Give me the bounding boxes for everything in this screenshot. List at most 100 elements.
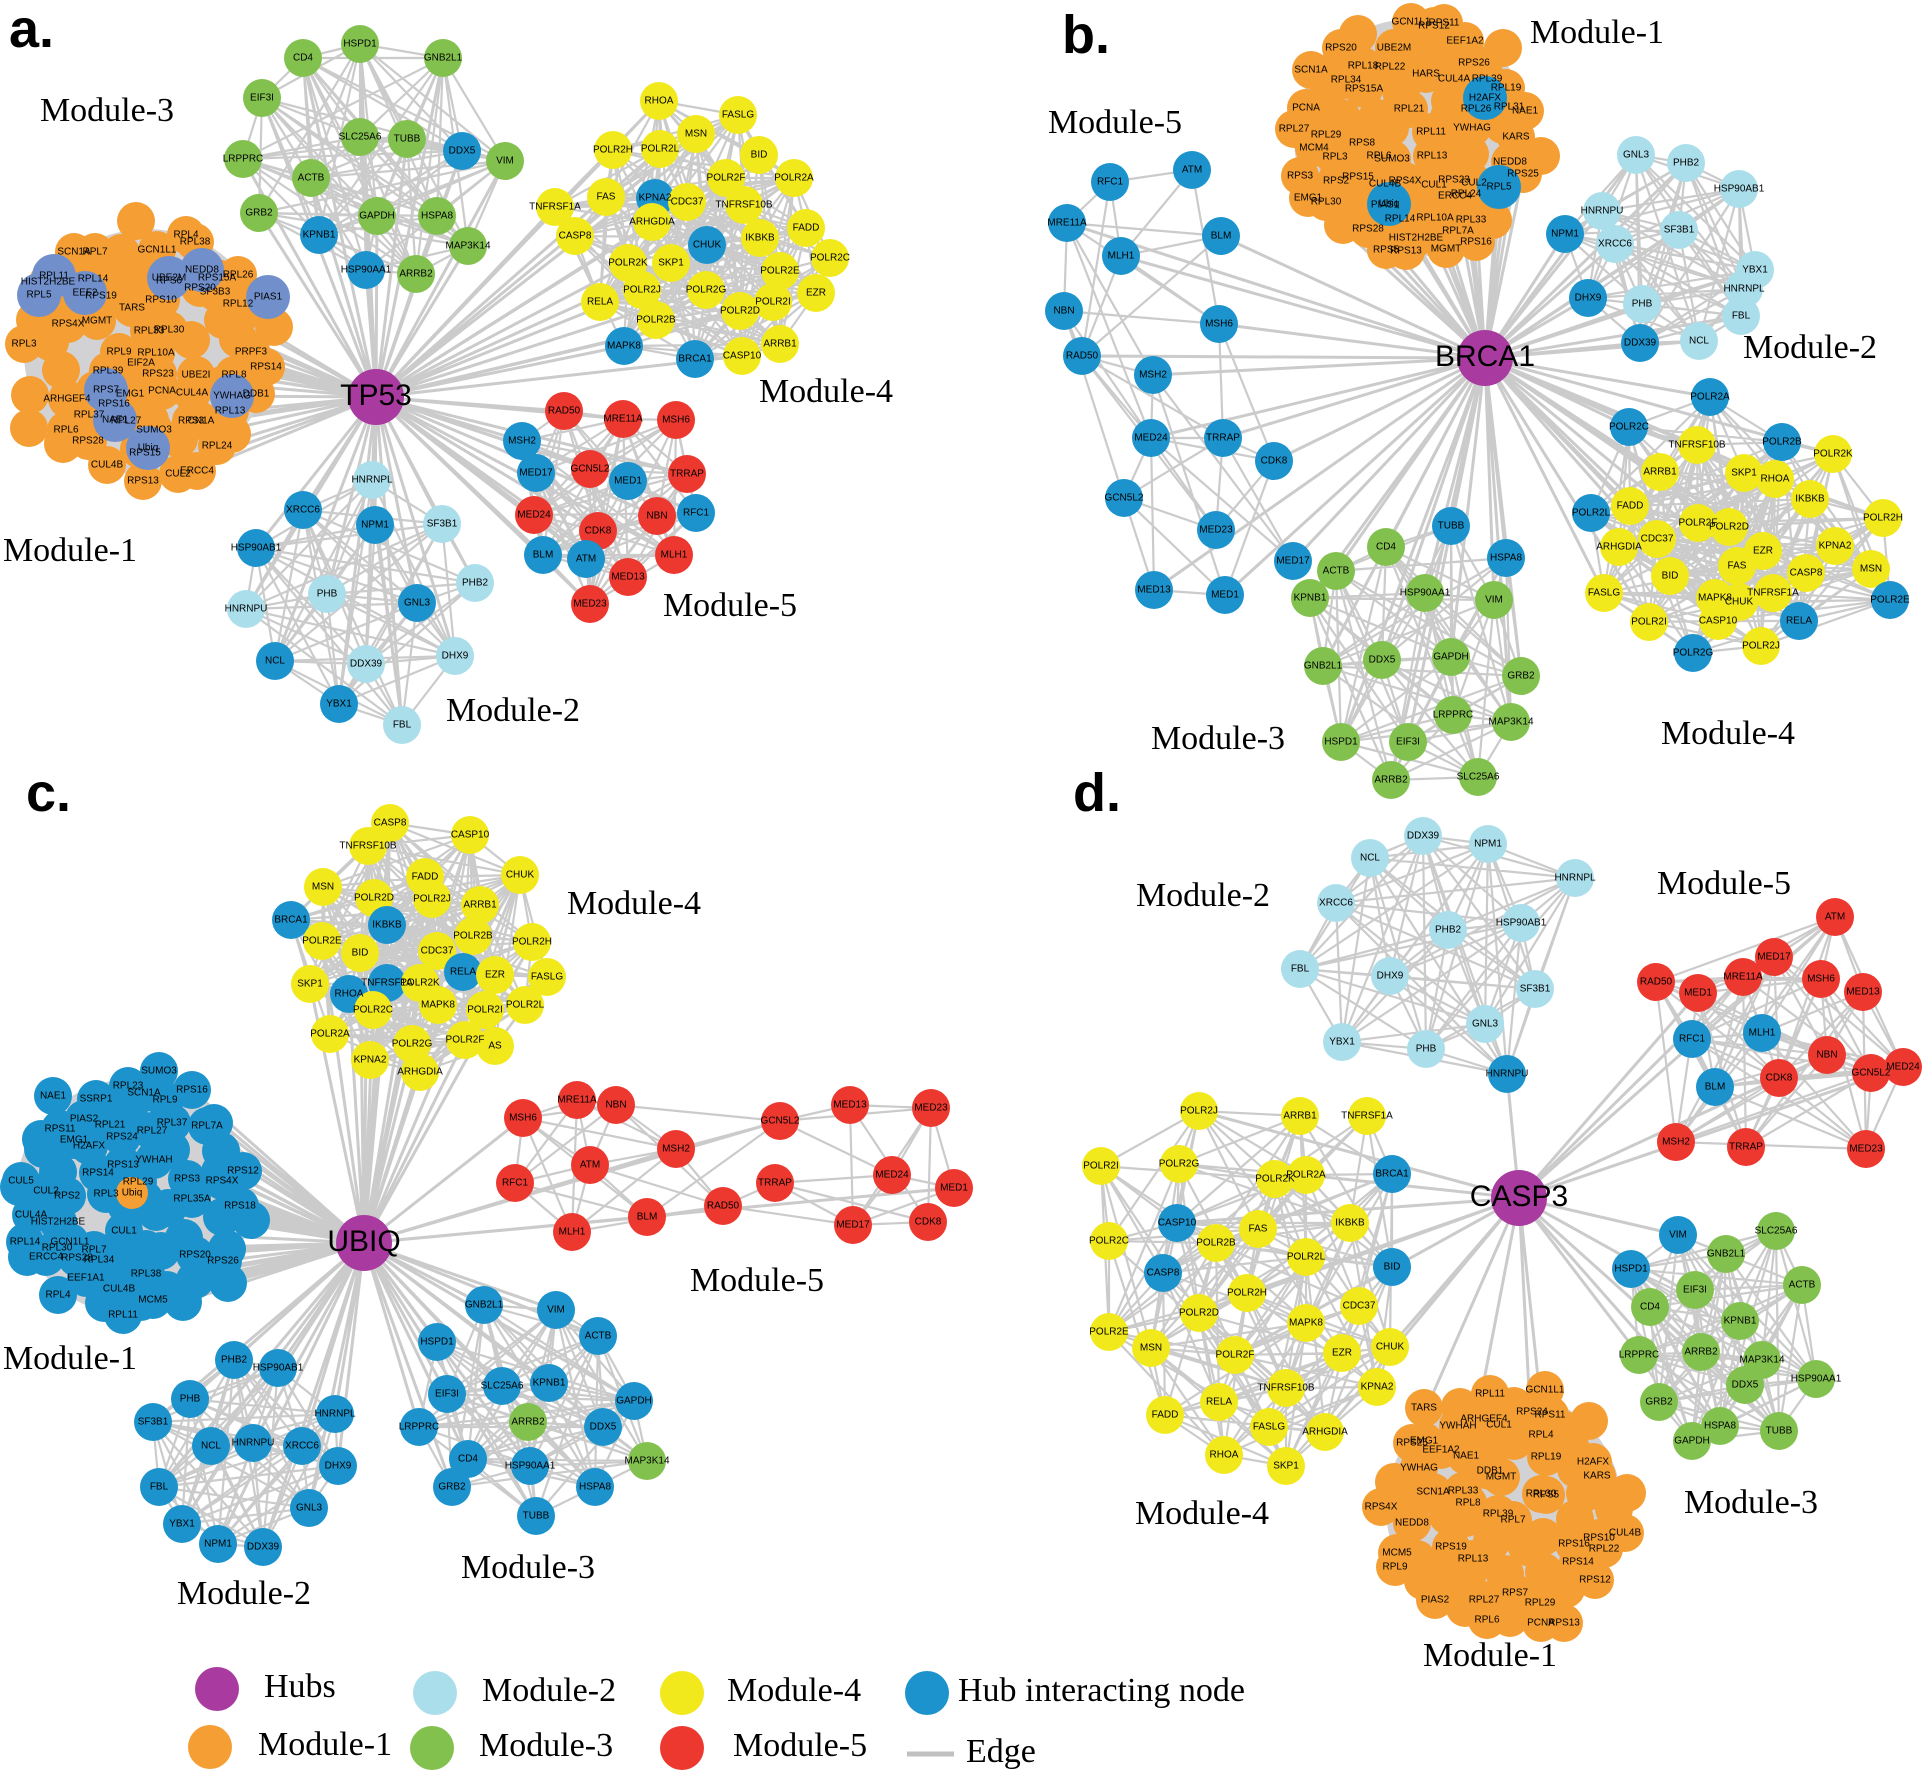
svg-text:GCN1L1: GCN1L1 <box>1526 1385 1565 1396</box>
svg-text:CASP8: CASP8 <box>374 818 407 829</box>
svg-text:ARRB2: ARRB2 <box>399 269 433 280</box>
svg-text:POLR2L: POLR2L <box>641 144 680 155</box>
svg-text:RPL8: RPL8 <box>221 370 246 381</box>
svg-text:Module-3: Module-3 <box>40 92 174 129</box>
svg-text:TUBB: TUBB <box>1438 521 1465 532</box>
svg-text:Module-2: Module-2 <box>1743 329 1877 366</box>
svg-text:BID: BID <box>1662 571 1679 582</box>
svg-text:SKP1: SKP1 <box>1273 1461 1299 1472</box>
svg-text:HNRNPU: HNRNPU <box>1581 206 1624 217</box>
svg-text:CUL4A: CUL4A <box>15 1210 48 1221</box>
svg-text:RPL13: RPL13 <box>215 406 246 417</box>
svg-text:Hubs: Hubs <box>264 1668 336 1705</box>
svg-text:HSP90AB1: HSP90AB1 <box>231 543 282 554</box>
svg-text:RPS7: RPS7 <box>93 385 120 396</box>
svg-text:EZR: EZR <box>1332 1348 1352 1359</box>
svg-text:ARRB2: ARRB2 <box>1684 1347 1718 1358</box>
svg-text:RPS16: RPS16 <box>1460 237 1492 248</box>
svg-text:RPS24: RPS24 <box>106 1132 138 1143</box>
svg-text:Module-2: Module-2 <box>446 692 580 729</box>
svg-text:EZR: EZR <box>1753 546 1773 557</box>
svg-text:RPL27: RPL27 <box>137 1126 168 1137</box>
svg-text:SKP1: SKP1 <box>297 979 323 990</box>
svg-text:LRPPRC: LRPPRC <box>1619 1350 1660 1361</box>
svg-text:H2AFX: H2AFX <box>1469 93 1502 104</box>
svg-text:SF3B1: SF3B1 <box>138 1417 169 1428</box>
svg-text:POLR2J: POLR2J <box>1180 1106 1218 1117</box>
svg-text:RPS23: RPS23 <box>142 369 174 380</box>
svg-text:XRCC6: XRCC6 <box>1319 898 1353 909</box>
svg-text:CASP10: CASP10 <box>1699 616 1738 627</box>
svg-text:IKBKB: IKBKB <box>1795 494 1825 505</box>
svg-text:GNB2L1: GNB2L1 <box>1707 1249 1746 1260</box>
svg-text:BRCA1: BRCA1 <box>1375 1169 1409 1180</box>
svg-text:RPS14: RPS14 <box>1562 1557 1594 1568</box>
svg-text:POLR2J: POLR2J <box>413 894 451 905</box>
svg-text:HSPA8: HSPA8 <box>421 211 453 222</box>
svg-text:DHX9: DHX9 <box>325 1461 352 1472</box>
svg-text:RPS10: RPS10 <box>145 295 177 306</box>
svg-text:Module-3: Module-3 <box>1151 720 1285 757</box>
svg-text:DDX5: DDX5 <box>1732 1380 1759 1391</box>
svg-text:YBX1: YBX1 <box>169 1519 195 1530</box>
svg-text:ERCC4: ERCC4 <box>180 466 214 477</box>
svg-text:UBE2M: UBE2M <box>152 273 186 284</box>
svg-text:HSP90AB1: HSP90AB1 <box>1496 918 1547 929</box>
svg-text:TRRAP: TRRAP <box>670 469 704 480</box>
svg-text:RPL6: RPL6 <box>1366 151 1391 162</box>
svg-text:MSH2: MSH2 <box>662 1144 690 1155</box>
svg-text:YWHAG: YWHAG <box>1400 1463 1438 1474</box>
svg-text:MSH6: MSH6 <box>1807 974 1835 985</box>
svg-text:SSRP1: SSRP1 <box>80 1094 113 1105</box>
svg-text:MLH1: MLH1 <box>661 550 688 561</box>
svg-text:PHB: PHB <box>180 1394 201 1405</box>
svg-text:RPL33: RPL33 <box>1456 215 1487 226</box>
svg-text:PIAS1: PIAS1 <box>254 292 283 303</box>
svg-text:CASP8: CASP8 <box>559 231 592 242</box>
svg-text:ARRB1: ARRB1 <box>463 900 497 911</box>
svg-text:RPL34: RPL34 <box>1331 75 1362 86</box>
svg-text:MLH1: MLH1 <box>559 1227 586 1238</box>
svg-text:EMG1: EMG1 <box>116 389 145 400</box>
svg-text:Module-2: Module-2 <box>177 1575 311 1612</box>
svg-text:CUL4A: CUL4A <box>176 388 209 399</box>
svg-text:RPL4: RPL4 <box>173 230 198 241</box>
svg-text:SCN1A: SCN1A <box>1294 65 1328 76</box>
svg-text:RPL3: RPL3 <box>11 339 36 350</box>
svg-text:CUL1: CUL1 <box>1421 180 1447 191</box>
svg-text:EMG1: EMG1 <box>1294 193 1323 204</box>
svg-text:GNL3: GNL3 <box>296 1503 323 1514</box>
svg-text:MED23: MED23 <box>1199 525 1233 536</box>
svg-text:GAPDH: GAPDH <box>616 1396 652 1407</box>
svg-text:Module-3: Module-3 <box>479 1727 613 1764</box>
svg-text:YBX1: YBX1 <box>1742 265 1768 276</box>
svg-text:MSH2: MSH2 <box>1662 1137 1690 1148</box>
svg-text:FBL: FBL <box>1291 964 1310 975</box>
svg-text:DHX9: DHX9 <box>442 651 469 662</box>
svg-text:Module-1: Module-1 <box>1530 14 1664 51</box>
svg-text:RPL13: RPL13 <box>1458 1554 1489 1565</box>
svg-text:H2AFX: H2AFX <box>1577 1457 1610 1468</box>
svg-text:POLR2L: POLR2L <box>1572 508 1611 519</box>
svg-text:CUL1: CUL1 <box>111 1226 137 1237</box>
svg-text:Module-3: Module-3 <box>1684 1484 1818 1521</box>
svg-text:HNRNPU: HNRNPU <box>232 1438 275 1449</box>
svg-text:RPL38: RPL38 <box>131 1269 162 1280</box>
svg-text:RPL10A: RPL10A <box>137 348 175 359</box>
svg-text:EEF1A2: EEF1A2 <box>1446 36 1484 47</box>
svg-text:EIF3I: EIF3I <box>435 1389 459 1400</box>
svg-text:Module-2: Module-2 <box>482 1672 616 1709</box>
svg-text:PCNA: PCNA <box>1292 103 1320 114</box>
svg-text:RPL8: RPL8 <box>1455 1498 1480 1509</box>
svg-text:ATM: ATM <box>1825 912 1845 923</box>
svg-text:ACTB: ACTB <box>1789 1280 1816 1291</box>
svg-text:SF3B1: SF3B1 <box>1520 984 1551 995</box>
svg-text:RPL29: RPL29 <box>1311 130 1342 141</box>
svg-text:MED1: MED1 <box>614 476 642 487</box>
svg-text:TNFRSF1A: TNFRSF1A <box>361 978 413 989</box>
svg-text:RPL9: RPL9 <box>152 1095 177 1106</box>
svg-text:RPL30: RPL30 <box>1526 1489 1557 1500</box>
svg-text:RPS26: RPS26 <box>1458 58 1490 69</box>
svg-text:MRE11A: MRE11A <box>603 414 643 425</box>
svg-text:SUMO3: SUMO3 <box>1374 154 1410 165</box>
